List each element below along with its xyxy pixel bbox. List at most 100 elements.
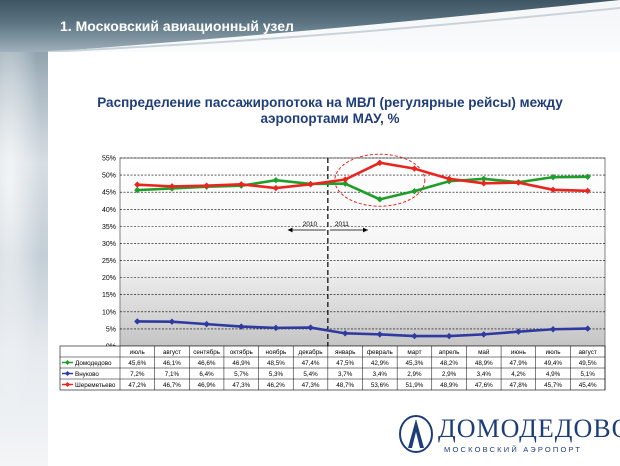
header-curve-decoration [47,0,620,52]
data-label: 45,7% [544,382,562,389]
data-point [272,177,280,184]
data-label: 48,9% [475,360,493,367]
x-tick-label: сентябрь [193,348,221,356]
year-label-left: 2010 [303,221,318,228]
legend-label: Внуково [75,371,99,378]
data-label: 47,8% [509,382,527,389]
data-label: 48,9% [440,382,458,389]
background-sky [0,0,48,466]
plot-area [119,157,606,347]
highlight-ellipse [334,153,426,207]
data-label: 2,9% [407,371,422,378]
data-label: 46,9% [198,382,216,389]
data-label: 47,5% [336,360,354,367]
data-point [203,320,210,328]
data-label: 5,7% [234,371,249,378]
data-label: 47,6% [475,382,493,389]
x-tick-label: февраль [367,349,394,356]
y-tick-label: 20% [102,275,116,282]
x-tick-label: октябрь [230,348,254,356]
data-label: 49,5% [579,360,597,367]
data-label: 46,6% [198,360,216,367]
data-point [341,176,349,183]
data-label: 5,3% [269,371,284,378]
y-tick-label: 35% [102,224,116,231]
y-tick-label: 40% [102,207,116,214]
data-point [203,182,210,189]
legend-marker [65,371,70,376]
chart-title: Распределение пассажиропотока на МВЛ (ре… [70,95,590,127]
data-point [376,196,384,203]
logo-mark-icon [399,415,433,453]
header-bar: 1. Московский авиационный узел [0,0,620,52]
logo-name: ДОМОДЕДОВО [438,414,620,443]
data-label: 5,4% [303,371,318,378]
data-label: 48,7% [336,382,354,389]
data-point [134,181,141,188]
data-label: 3,4% [373,371,388,378]
data-label: 42,9% [371,360,389,367]
data-point [341,180,349,187]
data-label: 51,9% [406,382,424,389]
data-point [411,332,418,340]
x-tick-label: июль [546,349,562,356]
y-tick-label: 5% [106,326,116,333]
data-point [341,330,349,337]
x-tick-label: апрель [439,349,460,356]
y-tick-label: 45% [102,190,116,197]
chart-title-line2: аэропортами МАУ, % [260,111,400,126]
y-tick-label: 15% [102,292,116,299]
data-label: 47,3% [302,382,320,389]
data-point [376,331,384,338]
data-point [584,173,591,180]
data-point [480,175,487,183]
legend-label: Домодедово [75,360,112,367]
series-line-1 [137,320,588,338]
data-label: 4,9% [546,371,561,378]
data-point [238,323,245,330]
data-label: 6,4% [199,371,214,378]
data-point [549,173,557,181]
data-label: 3,4% [477,371,492,378]
data-point [134,318,141,325]
data-label: 47,4% [302,360,320,367]
data-label: 7,2% [130,371,145,378]
x-tick-label: август [163,349,181,356]
legend-label: Шереметьево [75,382,116,389]
data-point [480,331,487,338]
domodedovo-logo: ДОМОДЕДОВО МОСКОВСКИЙ АЭРОПОРТ [398,412,620,460]
data-label: 46,2% [267,382,285,389]
data-point [307,181,314,188]
x-tick-label: август [579,349,597,356]
data-point [584,325,591,332]
data-label: 4,2% [511,371,526,378]
x-tick-label: июнь [511,349,527,356]
data-point [480,180,487,187]
data-label: 49,4% [544,360,562,367]
data-point [376,159,384,166]
data-point [272,184,280,192]
data-label: 3,7% [338,371,353,378]
data-label: 45,3% [406,360,424,367]
x-tick-label: январь [335,349,356,356]
data-label: 45,6% [128,360,146,367]
x-tick-label: декабрь [299,348,324,356]
x-tick-label: ноябрь [266,348,287,356]
data-point [549,186,557,193]
y-tick-label: 30% [102,241,116,248]
data-label: 45,4% [579,382,597,389]
data-label: 48,5% [267,360,285,367]
data-point [515,328,522,335]
data-label: 47,2% [128,382,146,389]
data-label: 48,2% [440,360,458,367]
data-point [584,187,591,195]
series-line-2 [137,161,588,193]
data-point [411,187,418,195]
y-tick-label: 10% [102,309,116,316]
data-label: 47,9% [509,360,527,367]
data-point [134,186,141,194]
y-tick-label: 50% [102,173,116,180]
data-label: 53,6% [371,382,389,389]
data-point [168,183,176,190]
